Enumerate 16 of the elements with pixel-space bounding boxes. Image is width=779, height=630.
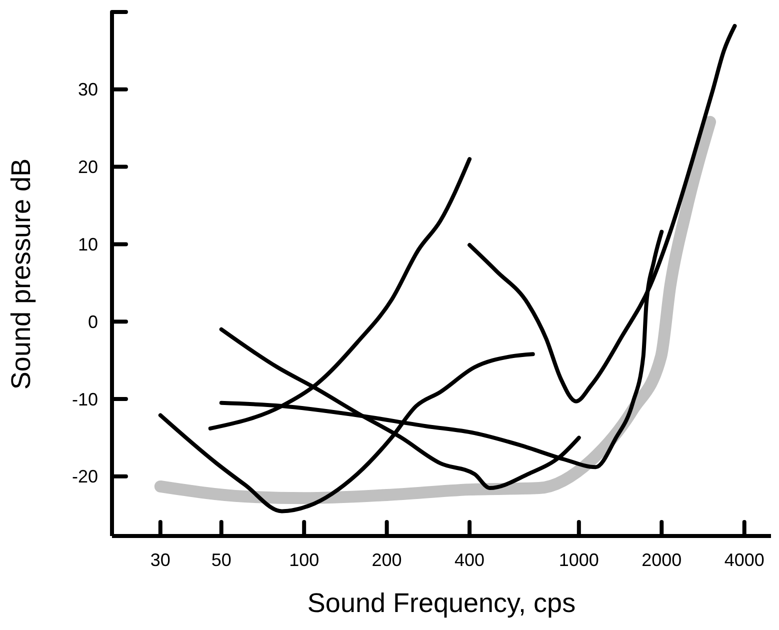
x-axis-title: Sound Frequency, cps (307, 588, 576, 618)
y-tick-label: 0 (88, 312, 98, 332)
x-tick-label: 400 (454, 550, 485, 570)
y-tick-label: -20 (72, 466, 98, 487)
y-tick-label: -10 (72, 389, 98, 410)
x-tick-label: 1000 (558, 550, 599, 570)
y-axis-title: Sound pressure dB (6, 158, 36, 390)
x-tick-label: 100 (289, 550, 320, 570)
x-tick-label: 50 (211, 550, 232, 570)
y-tick-label: 30 (78, 80, 98, 100)
x-tick-label: 2000 (642, 550, 682, 570)
y-tick-label: 10 (78, 234, 98, 254)
x-tick-label: 200 (372, 550, 402, 570)
x-tick-label: 30 (150, 550, 170, 570)
y-tick-label: 20 (78, 157, 98, 178)
x-tick-label: 4000 (724, 550, 764, 570)
